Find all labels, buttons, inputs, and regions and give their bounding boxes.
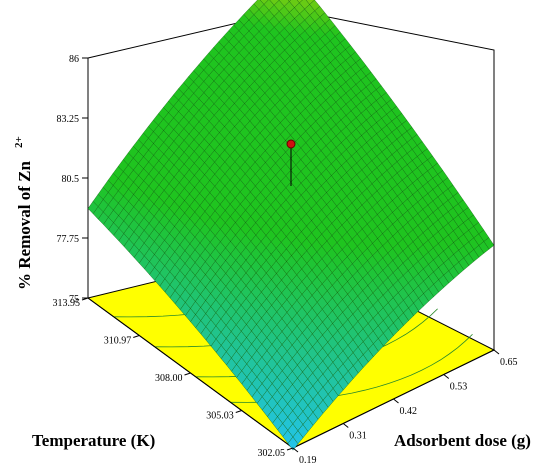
- y-tick-label: 313.95: [53, 298, 81, 309]
- top-frame: [87, 9, 495, 350]
- y-tick-label: 310.97: [104, 336, 132, 347]
- y-tick-label: 302.05: [258, 448, 286, 459]
- y-tick-mark: [286, 447, 294, 451]
- y-tick-label: 305.03: [206, 411, 234, 422]
- z-axis-label: % Removal of Zn: [15, 161, 34, 290]
- z-axis-label-superscript: 2+: [13, 136, 25, 148]
- x-tick-label: 0.31: [349, 431, 367, 442]
- y-tick-label: 308.00: [155, 373, 183, 384]
- y-tick-mark: [81, 297, 89, 301]
- x-tick-mark: [292, 447, 299, 453]
- surface-cell: [287, 436, 299, 451]
- x-axis-label: Adsorbent dose (g): [394, 431, 531, 450]
- z-axis-ticks: 75 77.75 80.5 83.25 86: [57, 54, 88, 305]
- x-tick-mark: [342, 423, 349, 428]
- y-tick-mark: [235, 410, 242, 413]
- z-tick-label: 77.75: [57, 234, 80, 245]
- y-axis-label: Temperature (K): [32, 431, 155, 450]
- x-tick-label: 0.42: [400, 406, 418, 417]
- z-tick-label: 83.25: [57, 114, 80, 125]
- y-tick-mark: [184, 372, 191, 376]
- x-tick-mark: [393, 398, 399, 404]
- x-axis-ticks: 0.19 0.31 0.42 0.53 0.65: [292, 349, 518, 466]
- surface-cell: [296, 0, 303, 4]
- x-tick-label: 0.19: [299, 455, 317, 466]
- y-axis-ticks: 302.05 305.03 308.00 310.97 313.95: [53, 297, 294, 459]
- surface-cell: [287, 0, 292, 2]
- z-tick-label: 80.5: [62, 174, 80, 185]
- x-tick-mark: [443, 374, 450, 379]
- z-tick-label: 75: [69, 294, 79, 305]
- z-tick-label: 86: [69, 54, 79, 65]
- x-tick-mark: [493, 349, 500, 355]
- x-tick-label: 0.53: [450, 382, 468, 393]
- x-tick-label: 0.65: [500, 357, 518, 368]
- response-surface: [87, 0, 495, 451]
- y-tick-mark: [133, 335, 140, 338]
- design-point-marker: [286, 139, 296, 149]
